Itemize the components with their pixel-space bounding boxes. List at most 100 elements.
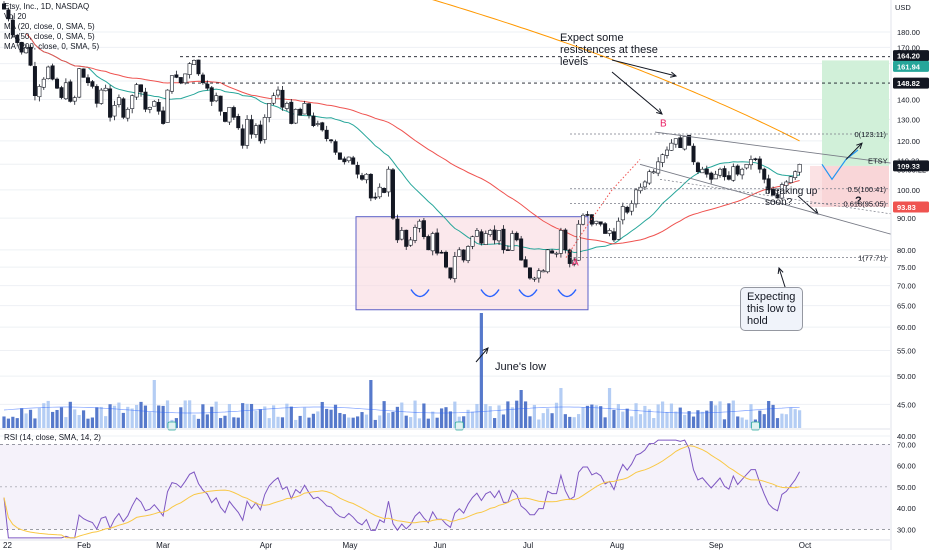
- ma200-legend[interactable]: MA (200, close, 0, SMA, 5): [4, 42, 100, 51]
- candle: [333, 141, 338, 153]
- volume-bar: [607, 388, 612, 428]
- candle: [205, 83, 210, 89]
- volume-bar: [435, 417, 439, 428]
- volume-bar: [501, 414, 506, 428]
- rsi-legend[interactable]: RSI (14, close, SMA, 14, 2): [4, 433, 101, 442]
- resistance-note: Expect some resistences at these levels: [560, 32, 658, 68]
- volume-bar: [669, 403, 674, 428]
- candle: [342, 158, 347, 163]
- candle: [598, 221, 603, 225]
- candle: [315, 123, 320, 125]
- volume-bar: [718, 401, 722, 428]
- candle: [691, 145, 696, 163]
- candle: [669, 142, 674, 151]
- candle: [395, 218, 400, 241]
- volume-bar: [382, 401, 386, 428]
- price-tick: 120.00: [897, 137, 920, 146]
- time-axis: 22 Feb Mar Apr May Jun Jul Aug Sep Oct: [0, 539, 890, 550]
- volume-bar: [77, 415, 81, 428]
- candle: [616, 220, 621, 240]
- volume-bars: [0, 313, 890, 431]
- volume-bar: [373, 419, 377, 428]
- volume-bar: [559, 388, 563, 428]
- volume-bar: [342, 414, 346, 428]
- volume-bar: [700, 411, 704, 428]
- volume-bar: [210, 406, 214, 428]
- volume-bar: [232, 417, 236, 428]
- candle: [262, 117, 267, 140]
- label-b: B: [660, 119, 667, 130]
- volume-bar: [484, 404, 488, 428]
- volume-bar: [431, 411, 435, 428]
- volume-bar: [258, 409, 262, 428]
- candle: [479, 231, 484, 244]
- volume-bar: [736, 416, 740, 428]
- volume-bar: [391, 411, 395, 428]
- volume-bar: [86, 418, 90, 428]
- moving-averages: [25, 0, 800, 254]
- time-label: Mar: [156, 541, 170, 550]
- ma20-legend[interactable]: MA (20, close, 0, SMA, 5): [4, 22, 95, 31]
- candle: [351, 157, 356, 165]
- volume-bar: [196, 418, 201, 428]
- volume-bar: [572, 417, 576, 428]
- volume-bar: [537, 419, 541, 428]
- candle: [642, 181, 647, 188]
- candle: [174, 74, 179, 78]
- time-label: May: [342, 541, 357, 550]
- candle: [797, 163, 802, 173]
- volume-bar: [594, 405, 598, 428]
- fib-label: 0(123.11): [854, 130, 886, 139]
- ma20-line: [25, 33, 800, 254]
- volume-bar: [687, 411, 691, 428]
- price-tick: 90.00: [897, 214, 916, 223]
- volume-bar: [148, 412, 152, 428]
- candle: [536, 270, 541, 279]
- symbol-legend[interactable]: Etsy, Inc., 1D, NASDAQ: [4, 2, 90, 11]
- stop-zone-ext: [810, 165, 822, 207]
- candle: [399, 230, 404, 240]
- volume-bar: [6, 418, 11, 428]
- candle: [6, 9, 11, 20]
- earnings-marker: [167, 421, 177, 431]
- channel-lower: [639, 163, 901, 238]
- volume-bar: [59, 407, 64, 428]
- countdown: 05:00:22: [897, 166, 926, 175]
- volume-legend[interactable]: Vol 20: [4, 12, 27, 21]
- candle: [390, 169, 395, 219]
- volume-bar: [696, 410, 700, 428]
- volume-bar: [73, 409, 77, 428]
- volume-bar: [630, 416, 634, 428]
- volume-bar: [378, 415, 382, 428]
- candle: [386, 168, 391, 193]
- ma50-legend[interactable]: MA (50, close, 0, SMA, 5): [4, 32, 95, 41]
- volume-bar: [130, 408, 134, 428]
- volume-bar: [714, 405, 718, 428]
- volume-bar: [223, 415, 227, 428]
- candle: [545, 249, 550, 273]
- candle: [240, 128, 245, 146]
- volume-bar: [280, 417, 285, 428]
- candle: [293, 108, 298, 124]
- candle: [55, 78, 60, 89]
- candle: [771, 189, 776, 196]
- volume-bar: [568, 416, 572, 428]
- volume-bar: [81, 410, 86, 428]
- axis-bg: [891, 0, 932, 550]
- arrow-junes-low-head: [482, 347, 489, 354]
- fib-label: 0.618(95.05): [843, 200, 886, 209]
- candle: [139, 84, 144, 93]
- candle: [125, 108, 130, 119]
- volume-bar: [139, 401, 143, 428]
- candle: [687, 134, 692, 146]
- volume-bar: [64, 417, 68, 428]
- volume-bar: [550, 413, 554, 428]
- currency-label: USD: [895, 3, 911, 12]
- candle: [178, 77, 183, 84]
- candle: [731, 166, 736, 181]
- volume-bar: [112, 405, 117, 428]
- candle: [147, 106, 152, 110]
- candle: [200, 74, 205, 84]
- candle: [329, 139, 334, 142]
- time-label: Oct: [799, 541, 812, 550]
